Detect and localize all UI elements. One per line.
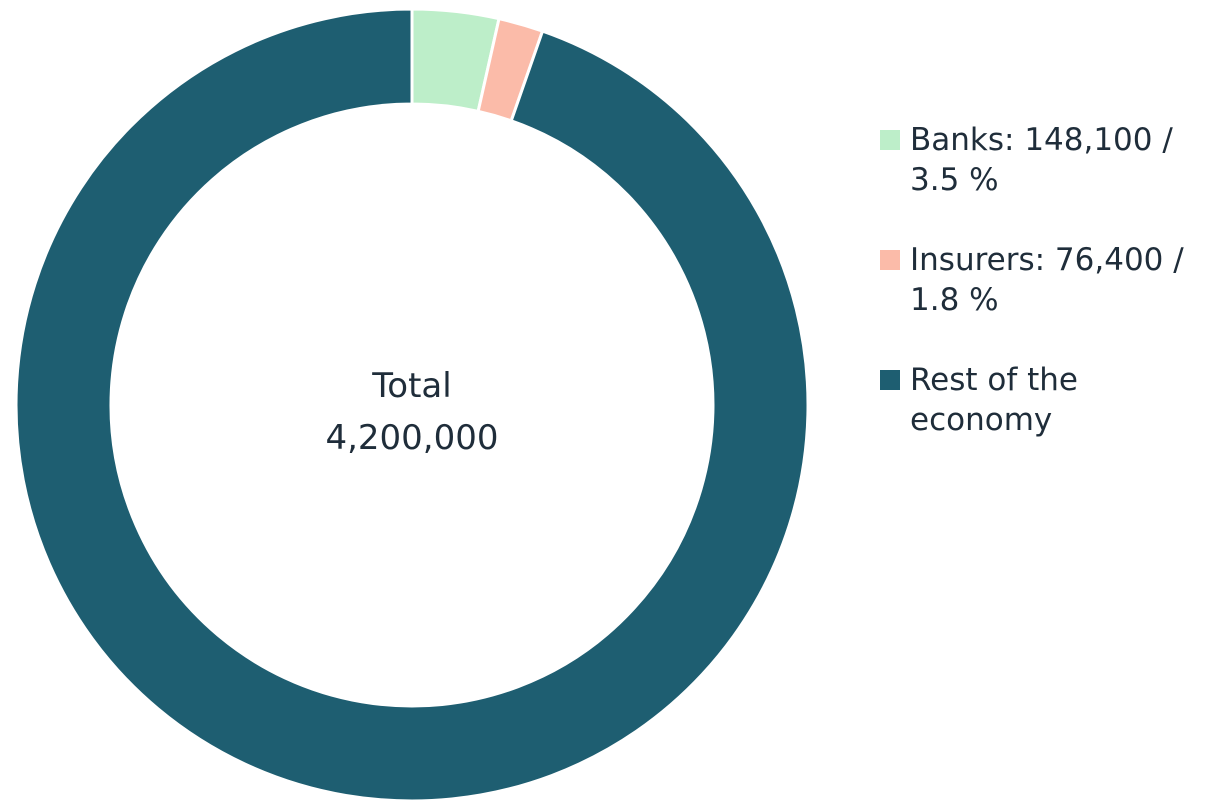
legend: Banks: 148,100 / 3.5 % Insurers: 76,400 … (880, 120, 1220, 480)
legend-item-rest-of-economy[interactable]: Rest of the economy (880, 360, 1220, 440)
legend-swatch-rest-of-economy (880, 370, 900, 390)
donut-slice-rest-of-the-economy[interactable] (14, 7, 810, 801)
legend-item-insurers[interactable]: Insurers: 76,400 / 1.8 % (880, 240, 1220, 320)
legend-item-banks[interactable]: Banks: 148,100 / 3.5 % (880, 120, 1220, 200)
legend-label-insurers: Insurers: 76,400 / 1.8 % (910, 242, 1184, 318)
legend-swatch-insurers (880, 250, 900, 270)
legend-label-banks: Banks: 148,100 / 3.5 % (910, 122, 1173, 198)
center-total-value: 4,200,000 (325, 418, 499, 458)
legend-swatch-banks (880, 130, 900, 150)
center-total-label: Total (372, 366, 452, 406)
legend-label-rest-of-economy: Rest of the economy (910, 362, 1078, 438)
